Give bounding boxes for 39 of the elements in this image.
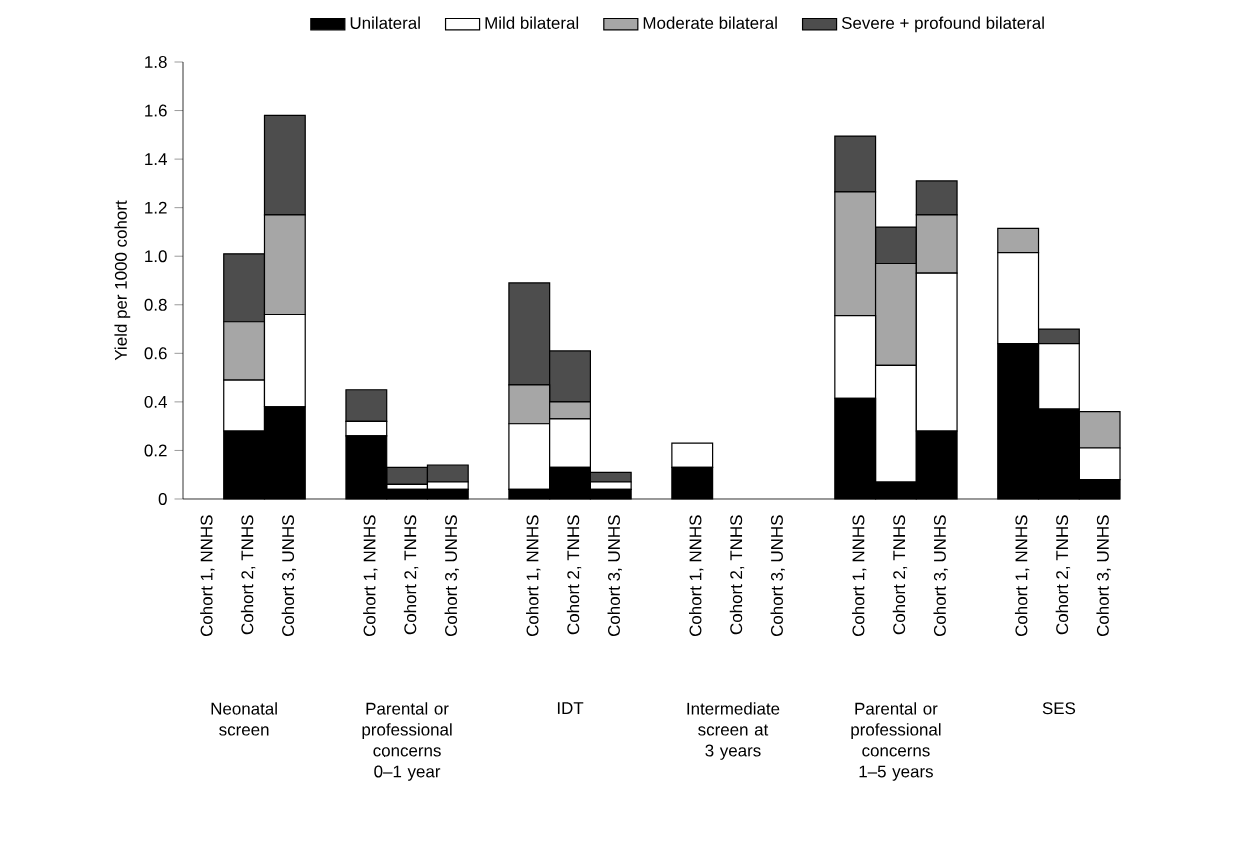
- text: SES: [1042, 702, 1076, 715]
- y-tick-label: 1.6: [145, 104, 167, 117]
- x-tick-label: Cohort 3, UNHS: [281, 515, 297, 637]
- x-tick-label: Cohort 2, TNHS: [403, 515, 419, 635]
- y-tick-label: 1.4: [145, 153, 167, 165]
- x-tick-label: Cohort 2, TNHS: [892, 515, 908, 635]
- text: IDT: [557, 702, 584, 714]
- x-tick-label: Cohort 2, TNHS: [729, 515, 745, 635]
- x-tick-label: Cohort 2, TNHS: [566, 515, 582, 635]
- y-axis-title: Yield per 1000 cohort: [114, 200, 131, 361]
- text: Parental or professional concerns 1–5 years: [851, 702, 941, 781]
- x-tick-label: Cohort 2, TNHS: [240, 515, 256, 635]
- x-tick-label: Cohort 1, NNHS: [363, 515, 378, 637]
- x-tick-label: Cohort 3, UNHS: [770, 515, 785, 637]
- legend-label: Severe + profound bilateral: [841, 16, 1044, 33]
- x-tick-label: Cohort 1, NNHS: [526, 515, 541, 637]
- text: Neonatal screen: [211, 702, 277, 736]
- legend-label: Mild bilateral: [485, 16, 579, 29]
- y-tick-label: 1.8: [145, 56, 167, 68]
- y-tick-label: 0.8: [144, 298, 167, 311]
- y-tick-label: 0.2: [144, 444, 167, 457]
- x-tick-label: Cohort 1, NNHS: [689, 515, 704, 637]
- x-tick-label: Cohort 2, TNHS: [1055, 515, 1071, 635]
- y-tick-label: 0: [158, 493, 167, 505]
- y-tick-label: 1.0: [145, 250, 167, 263]
- legend-label: Moderate bilateral: [643, 16, 777, 29]
- y-tick-label: 1.2: [145, 201, 167, 214]
- x-tick-label: Cohort 3, UNHS: [1096, 515, 1111, 637]
- x-tick-label: Cohort 3, UNHS: [444, 515, 460, 637]
- x-tick-label: Cohort 1, NNHS: [200, 515, 215, 637]
- x-tick-label: Cohort 3, UNHS: [933, 515, 948, 637]
- text: Parental or professional concerns 0–1 year: [362, 702, 452, 781]
- text: Intermediate screen at 3 years: [687, 702, 780, 760]
- x-tick-label: Cohort 1, NNHS: [851, 515, 867, 637]
- x-tick-label: Cohort 3, UNHS: [607, 515, 622, 637]
- y-tick-label: 0.6: [144, 347, 167, 360]
- y-tick-label: 0.4: [144, 395, 167, 408]
- legend-label: Unilateral: [350, 16, 420, 29]
- x-tick-label: Cohort 1, NNHS: [1014, 515, 1030, 637]
